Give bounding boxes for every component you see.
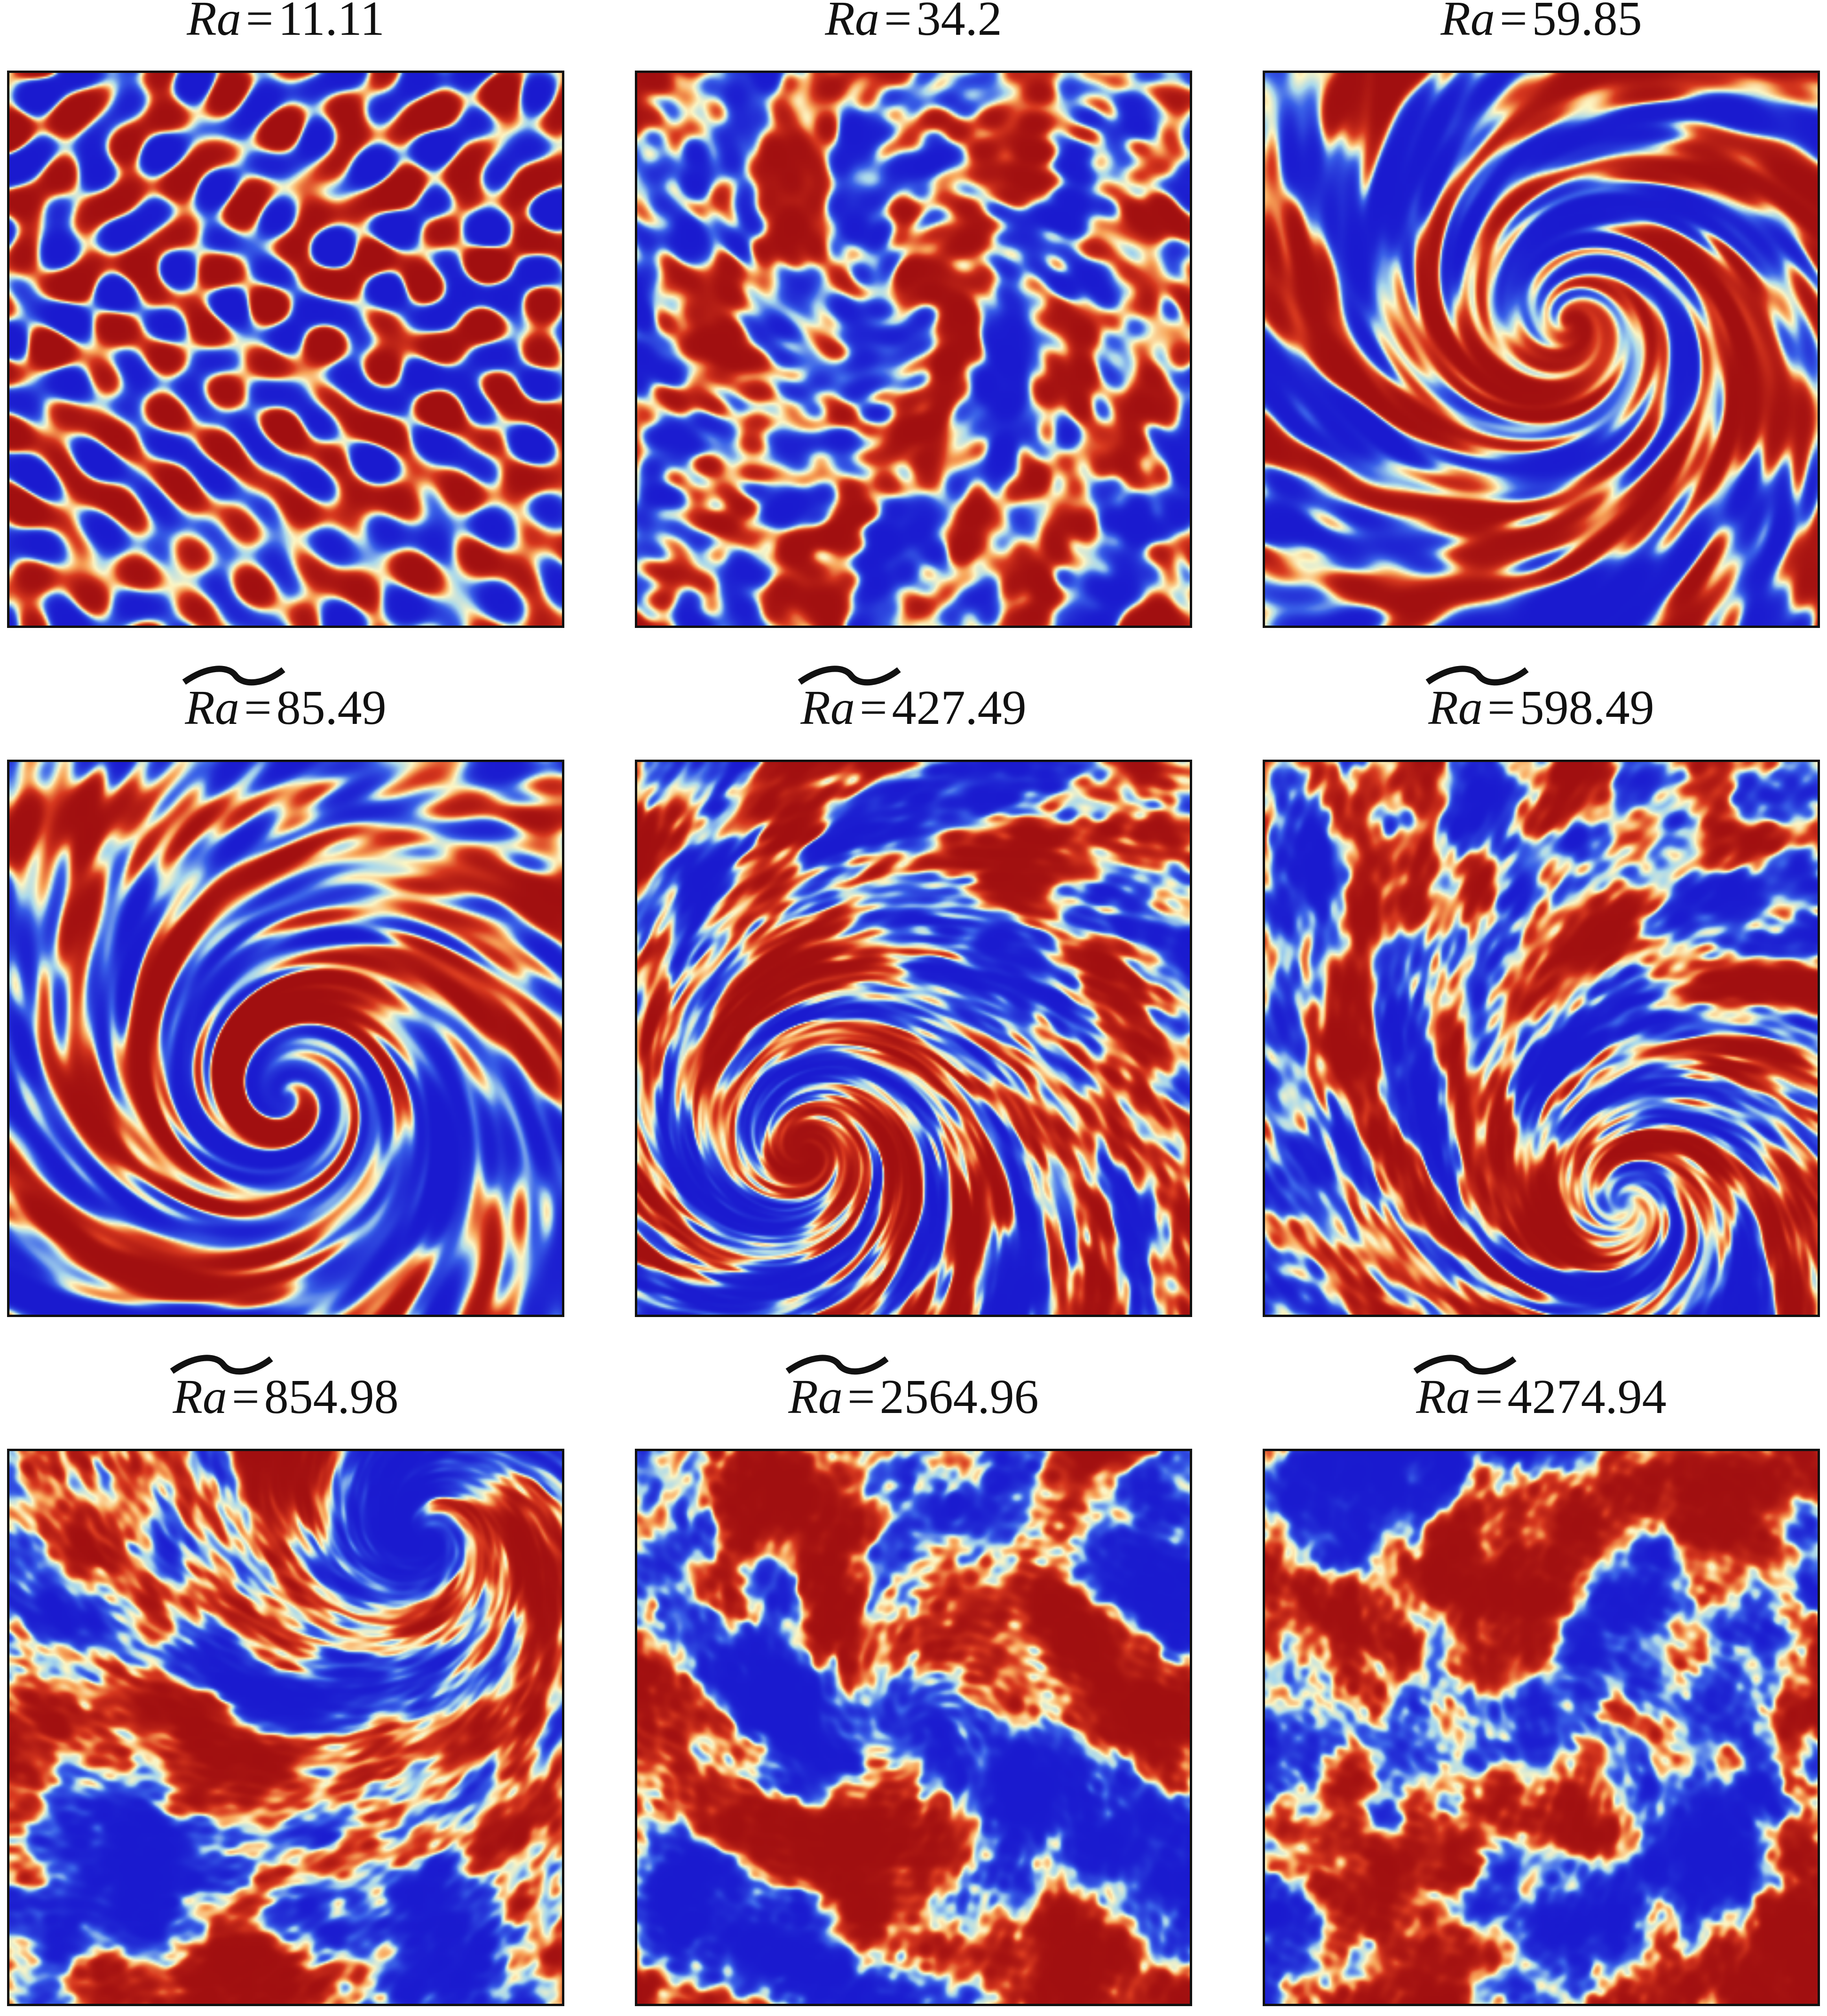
ra-symbol: Ra (187, 0, 241, 46)
ra-symbol: Ra (798, 666, 902, 741)
panel-caption: Ra =598.49 (1263, 666, 1820, 741)
ra-symbol: Ra (1414, 1355, 1517, 1430)
tilde-icon (786, 1355, 889, 1375)
panel-caption: Ra =4274.94 (1263, 1355, 1820, 1430)
panel-caption: Ra =59.85 (1263, 0, 1820, 52)
ra-symbol: Ra (825, 0, 879, 46)
ra-value: 2564.96 (879, 1370, 1039, 1424)
tilde-icon (1426, 666, 1529, 686)
panel-caption: Ra =11.11 (7, 0, 564, 52)
ra-value: 427.49 (892, 681, 1027, 735)
ra-value: 34.2 (916, 0, 1002, 46)
tilde-icon (182, 666, 286, 686)
convection-field-4 (7, 760, 564, 1317)
ra-value: 598.49 (1519, 681, 1654, 735)
panel-caption: Ra =2564.96 (635, 1355, 1192, 1430)
ra-symbol: Ra (1440, 0, 1495, 46)
panel-caption: Ra =854.98 (7, 1355, 564, 1430)
panel-caption: Ra =85.49 (7, 666, 564, 741)
convection-field-6 (1263, 760, 1820, 1317)
ra-symbol: Ra (786, 1355, 889, 1430)
panel-caption: Ra =34.2 (635, 0, 1192, 52)
convection-field-7 (7, 1449, 564, 2006)
tilde-icon (798, 666, 902, 686)
convection-field-5 (635, 760, 1192, 1317)
convection-field-2 (635, 71, 1192, 628)
ra-symbol: Ra (170, 1355, 274, 1430)
convection-field-8 (635, 1449, 1192, 2006)
ra-value: 85.49 (276, 681, 387, 735)
ra-value: 59.85 (1532, 0, 1642, 46)
convection-field-9 (1263, 1449, 1820, 2006)
ra-value: 4274.94 (1507, 1370, 1667, 1424)
convection-field-3 (1263, 71, 1820, 628)
tilde-icon (1414, 1355, 1517, 1375)
panel-caption: Ra =427.49 (635, 666, 1192, 741)
convection-field-1 (7, 71, 564, 628)
ra-value: 854.98 (264, 1370, 399, 1424)
ra-symbol: Ra (1426, 666, 1529, 741)
ra-symbol: Ra (182, 666, 286, 741)
tilde-icon (170, 1355, 274, 1375)
ra-value: 11.11 (278, 0, 385, 46)
